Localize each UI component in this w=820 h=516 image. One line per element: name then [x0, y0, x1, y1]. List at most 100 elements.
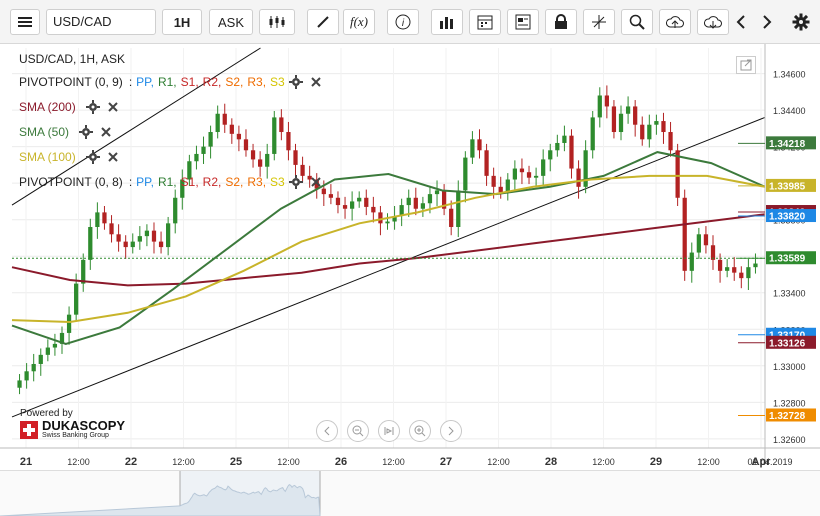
gear-icon[interactable]: [288, 175, 303, 189]
x-tick-label: 27: [440, 456, 452, 468]
legend-pivot-9: PIVOTPOINT (0, 9) : PP, R1, S1, R2, S2, …: [19, 75, 325, 89]
candle-body: [470, 139, 475, 158]
y-tick-label: 1.32800: [773, 398, 806, 408]
close-icon[interactable]: [107, 151, 119, 163]
close-icon[interactable]: [100, 126, 112, 138]
draw-pen-icon[interactable]: [307, 9, 339, 35]
x-tick-label: 12:00: [67, 457, 90, 467]
overview-navigator[interactable]: [0, 470, 820, 516]
candle-body: [498, 186, 503, 193]
legend-s1: S1,: [180, 175, 199, 189]
candle-body: [335, 197, 341, 206]
news-icon[interactable]: [507, 9, 539, 35]
candle-body: [456, 190, 461, 227]
gear-icon[interactable]: [288, 75, 303, 89]
candle-body: [491, 175, 496, 187]
chart-grid: [12, 48, 765, 448]
x-tick-label: 25: [230, 456, 242, 468]
close-icon[interactable]: [107, 101, 119, 113]
download-icon[interactable]: [697, 9, 729, 35]
candle-body: [413, 197, 418, 209]
candle-body: [654, 121, 659, 125]
gear-icon[interactable]: [85, 100, 100, 114]
sma-line: [11, 174, 766, 324]
zoom-icon[interactable]: [621, 9, 653, 35]
scroll-right-icon[interactable]: [440, 420, 462, 442]
legend-r1: R1,: [157, 75, 177, 89]
price-tag-label: 1.33126: [769, 338, 806, 349]
popout-icon[interactable]: [736, 56, 756, 74]
candle-body: [364, 197, 369, 207]
price-tag-label: 1.33820: [769, 212, 806, 223]
x-tick-label: Apr: [752, 456, 772, 468]
legend-sma100-name: SMA (100): [19, 150, 76, 164]
candle-body: [208, 132, 213, 147]
legend-r2: R2,: [202, 75, 222, 89]
side-button[interactable]: ASK: [209, 9, 253, 35]
bar-chart-icon[interactable]: [431, 9, 463, 35]
candle-body: [24, 371, 29, 381]
close-icon[interactable]: [310, 176, 322, 188]
crosshair-icon[interactable]: [583, 9, 615, 35]
zoom-out-icon[interactable]: [347, 420, 369, 442]
candle-body: [321, 188, 326, 195]
trendlines: [11, 47, 766, 418]
menu-icon[interactable]: [10, 9, 40, 35]
candle-body: [753, 263, 758, 268]
function-icon[interactable]: f(x): [343, 9, 375, 35]
info-icon[interactable]: i: [387, 9, 419, 35]
candles: [17, 85, 758, 395]
symbol-input[interactable]: USD/CAD: [46, 9, 156, 35]
candle-body: [187, 161, 192, 180]
candle-body: [215, 113, 220, 133]
calendar-icon[interactable]: [469, 9, 501, 35]
reset-zoom-icon[interactable]: [378, 420, 400, 442]
chevron-left-icon[interactable]: [729, 9, 753, 35]
candle-body: [222, 113, 227, 125]
candle-body: [392, 216, 397, 222]
gear-icon[interactable]: [85, 150, 100, 164]
legend-r1: R1,: [157, 175, 177, 189]
candle-body: [732, 267, 737, 273]
brand-name: DUKASCOPY: [42, 418, 126, 433]
zoom-in-icon[interactable]: [409, 420, 431, 442]
price-chart[interactable]: 1.346001.344001.342001.340001.338001.336…: [0, 44, 820, 515]
price-tag-label: 1.33985: [769, 181, 806, 192]
y-tick-label: 1.34400: [773, 106, 806, 116]
toolbar: USD/CAD 1H ASK f(x) i: [0, 0, 820, 44]
timeframe-button[interactable]: 1H: [162, 9, 202, 35]
candle-body: [109, 223, 114, 235]
candle-body: [640, 124, 645, 140]
legend-sma50-name: SMA (50): [19, 125, 70, 139]
candle-body: [406, 197, 411, 206]
x-tick-label: 28: [545, 456, 557, 468]
candle-body: [307, 175, 312, 180]
candle-body: [647, 124, 652, 140]
candle-body: [38, 354, 43, 364]
overview-series: [0, 483, 321, 516]
price-tag-label: 1.34218: [769, 139, 806, 150]
settings-gear-icon[interactable]: [788, 9, 814, 35]
candle-body: [533, 175, 539, 178]
dukascopy-logo: Powered by DUKASCOPY Swiss Banking Group: [20, 408, 130, 448]
candle-body: [618, 113, 624, 133]
x-tick-label: 12:00: [592, 457, 615, 467]
candle-body: [116, 234, 121, 242]
candle-body: [703, 234, 709, 246]
lock-icon[interactable]: [545, 9, 577, 35]
candle-body: [420, 203, 426, 209]
brand-tagline: Swiss Banking Group: [42, 432, 109, 439]
trendline: [11, 116, 766, 418]
candle-body: [349, 201, 355, 209]
trendline: [11, 47, 261, 206]
chevron-right-icon[interactable]: [755, 9, 779, 35]
x-tick-label: 12:00: [697, 457, 720, 467]
upload-icon[interactable]: [659, 9, 691, 35]
scroll-left-icon[interactable]: [316, 420, 338, 442]
candlestick-icon[interactable]: [259, 9, 295, 35]
close-icon[interactable]: [310, 76, 322, 88]
candle-body: [746, 267, 751, 279]
candle-body: [180, 179, 185, 198]
gear-icon[interactable]: [79, 125, 94, 139]
candle-body: [250, 150, 256, 160]
